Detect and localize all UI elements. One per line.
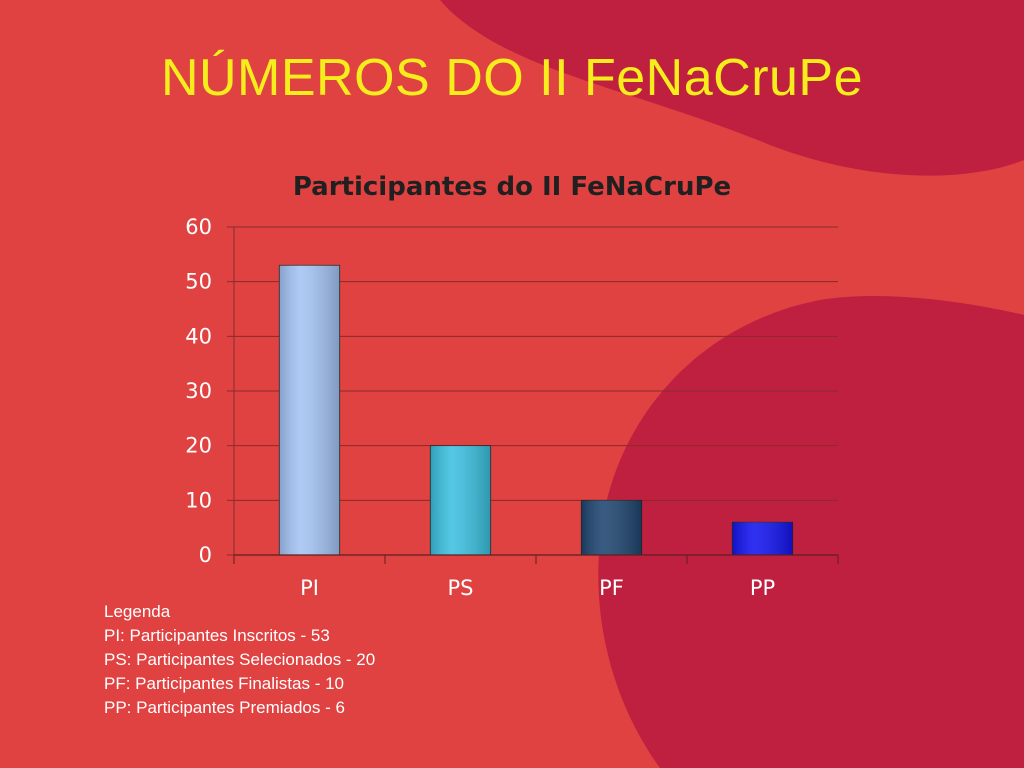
legend-box: Legenda PI: Participantes Inscritos - 53…: [104, 600, 375, 720]
legend-item-pi: PI: Participantes Inscritos - 53: [104, 626, 330, 645]
chart-title: Participantes do II FeNaCruPe: [293, 172, 731, 202]
y-tick-label-40: 40: [185, 324, 212, 348]
legend-item-ps: PS: Participantes Selecionados - 20: [104, 650, 376, 669]
legend-item-pp: PP: Participantes Premiados - 6: [104, 698, 345, 717]
bar-shading-pp: [732, 522, 793, 555]
axes: 0 10 20 30 40 50 60 PI PS PF PP: [185, 215, 839, 600]
y-tick-label-50: 50: [185, 270, 212, 294]
y-tick-label-0: 0: [199, 543, 212, 567]
y-tick-label-20: 20: [185, 434, 212, 458]
x-tick-label-pf: PF: [599, 576, 624, 600]
x-tick-label-ps: PS: [448, 576, 474, 600]
y-tick-label-60: 60: [185, 215, 212, 239]
slide-title: NÚMEROS DO II FeNaCruPe: [160, 49, 864, 107]
x-tick-label-pp: PP: [750, 576, 775, 600]
bar-shading-ps: [430, 445, 491, 555]
y-tick-label-10: 10: [185, 488, 212, 512]
legend-heading: Legenda: [104, 602, 171, 621]
top-right-blob: [440, 0, 1024, 176]
bars: [278, 264, 794, 556]
y-tick-label-30: 30: [185, 379, 212, 403]
legend-item-pf: PF: Participantes Finalistas - 10: [104, 674, 344, 693]
bar-shading-pf: [581, 500, 642, 555]
x-tick-label-pi: PI: [300, 576, 319, 600]
bar-shading-pi: [279, 265, 340, 555]
bottom-right-blob: [598, 295, 1024, 768]
